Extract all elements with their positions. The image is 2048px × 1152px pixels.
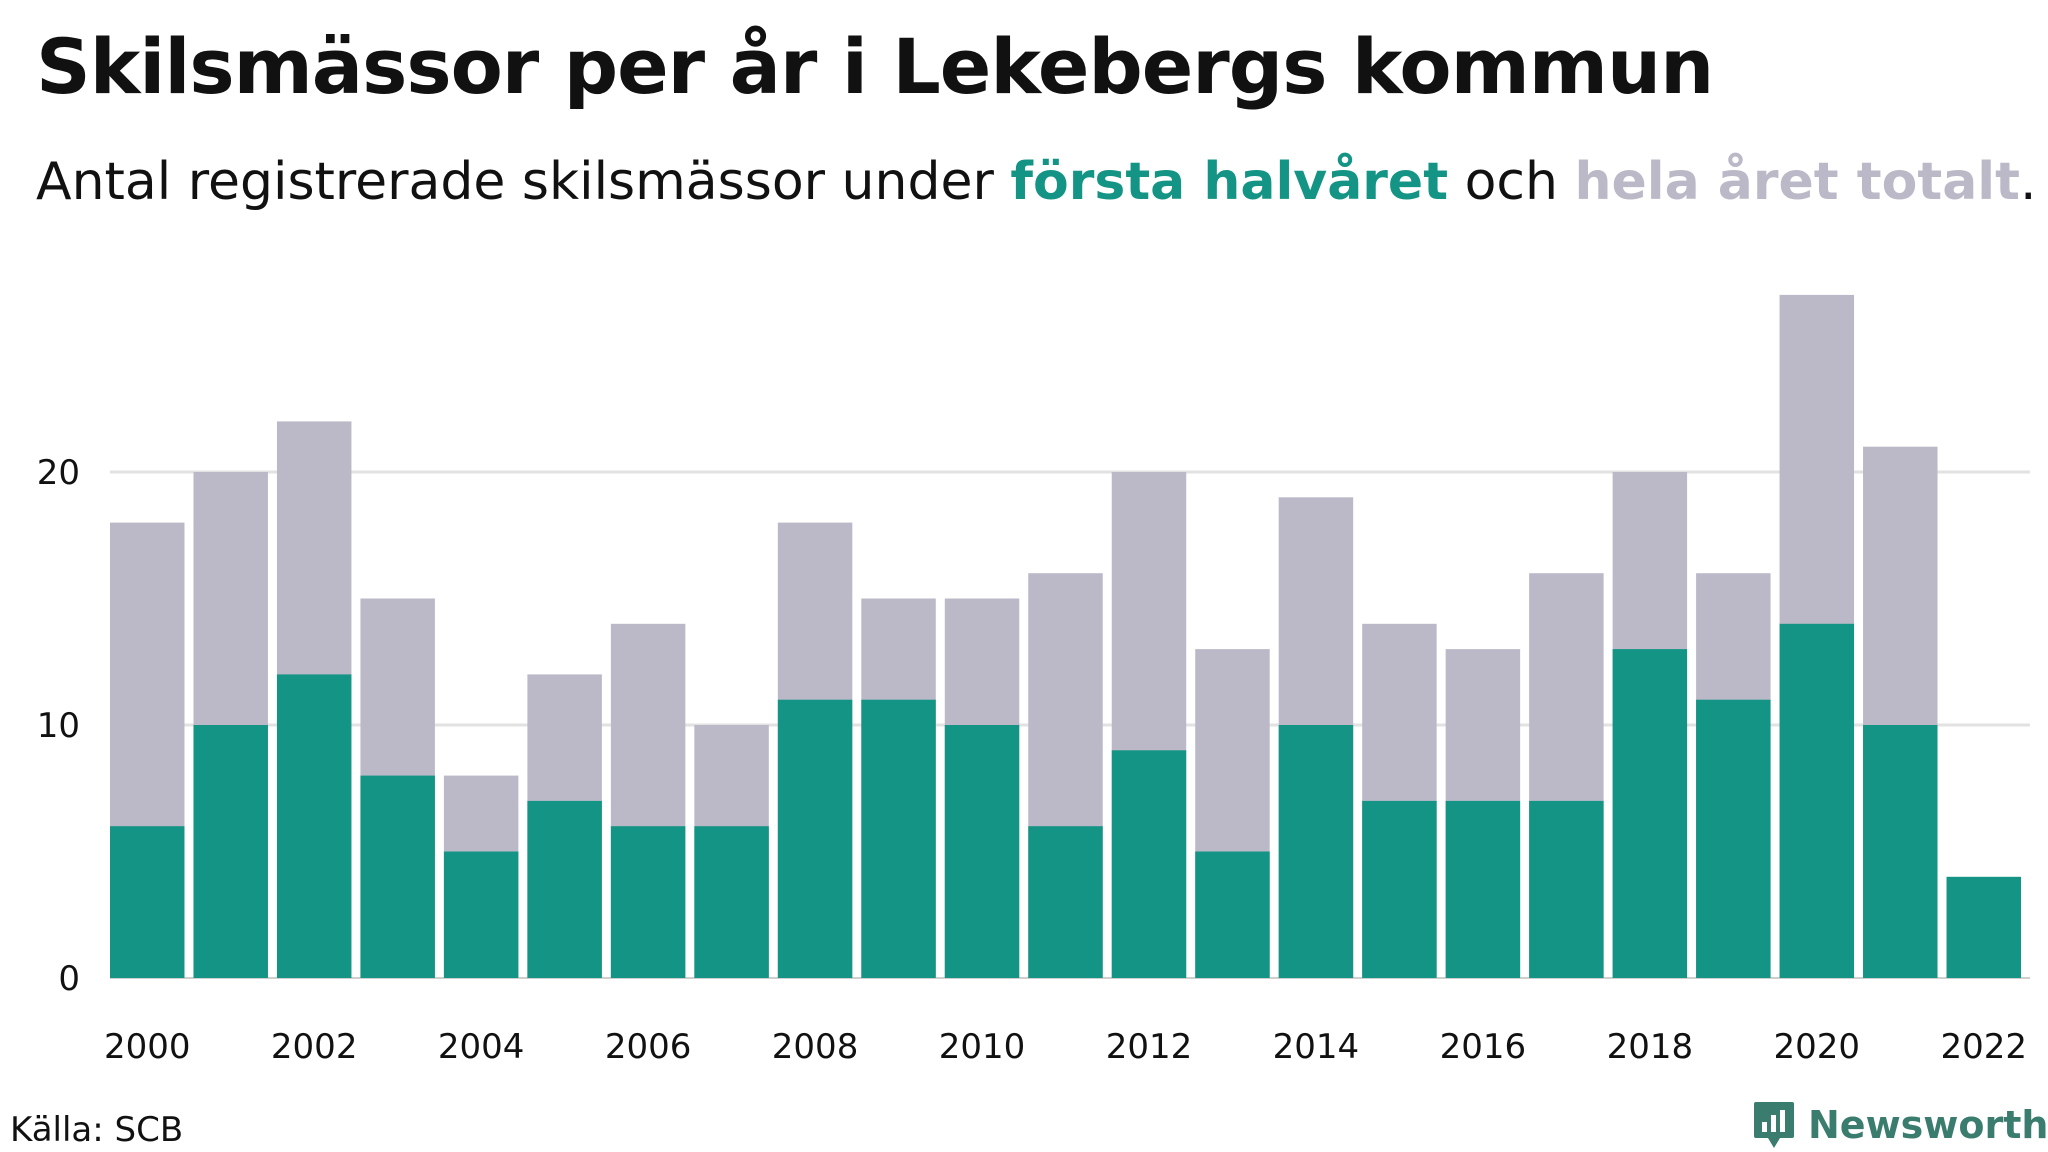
y-tick-label: 10 [37,706,80,746]
bar-first-half-2003 [360,775,435,978]
bar-first-half-2010 [944,725,1020,978]
bar-first-half-2001 [193,725,268,978]
bar-first-half-2005 [527,800,602,978]
x-tick-label: 2006 [605,1027,692,1067]
y-tick-label: 20 [37,453,80,493]
bar-first-half-2022 [1946,876,2021,978]
brand-logo: Newsworthy [1752,1100,2048,1150]
bar-first-half-2019 [1696,699,1771,978]
bar-first-half-2006 [610,826,686,978]
chart-title: Skilsmässor per år i Lekebergs kommun [36,22,1714,111]
x-tick-label: 2010 [939,1027,1026,1067]
bar-first-half-2014 [1278,725,1354,978]
bar-first-half-2015 [1362,800,1437,978]
source-note: Källa: SCB [10,1110,184,1150]
bar-first-half-2017 [1529,800,1604,978]
legend-first-half: första halvåret [1010,152,1449,212]
bar-first-half-2013 [1195,851,1270,978]
x-tick-label: 2000 [104,1027,191,1067]
bar-first-half-2002 [276,674,352,978]
chart-subtitle: Antal registrerade skilsmässor under för… [36,152,2037,212]
subtitle-text-1: Antal registrerade skilsmässor under [36,152,1011,212]
bar-first-half-2018 [1612,649,1688,978]
bar-first-half-2012 [1111,750,1187,978]
y-tick-label: 0 [58,959,80,999]
x-tick-label: 2012 [1106,1027,1193,1067]
x-tick-label: 2002 [271,1027,358,1067]
x-tick-label: 2016 [1440,1027,1527,1067]
x-tick-label: 2008 [772,1027,859,1067]
x-tick-label: 2014 [1273,1027,1360,1067]
bars [110,294,2021,978]
bar-first-half-2011 [1028,826,1103,978]
bar-first-half-2021 [1863,725,1938,978]
legend-full-year: hela året totalt [1574,152,2020,212]
axis-labels: 0 10 20 2000 2002 2004 2006 2008 2010 2012 2014 201… [37,453,2027,1067]
bar-first-half-2000 [110,826,185,978]
x-tick-label: 2022 [1940,1027,2027,1067]
x-tick-label: 2004 [438,1027,525,1067]
bar-first-half-2007 [694,826,769,978]
newsworthy-logo-icon [1754,1102,1794,1148]
x-tick-label: 2018 [1607,1027,1694,1067]
bar-first-half-2008 [777,699,853,978]
subtitle-text-2: och [1448,152,1575,212]
brand-name: Newsworthy [1808,1103,2048,1147]
bar-first-half-2016 [1445,800,1521,978]
x-tick-label: 2020 [1774,1027,1861,1067]
bar-first-half-2009 [861,699,936,978]
bar-first-half-2020 [1779,623,1855,978]
subtitle-text-3: . [2019,152,2037,212]
bar-first-half-2004 [443,851,519,978]
